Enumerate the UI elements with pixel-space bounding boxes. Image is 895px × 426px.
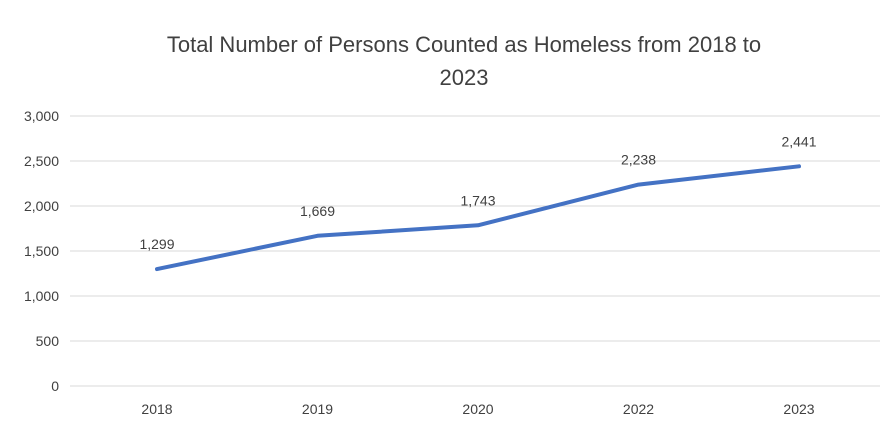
x-tick-label: 2019 — [302, 401, 333, 417]
chart-title-line-1: Total Number of Persons Counted as Homel… — [167, 32, 761, 57]
series-layer — [155, 164, 801, 272]
x-axis-ticks: 2018 2019 2020 2022 2023 — [141, 401, 814, 417]
data-label: 2,238 — [621, 152, 656, 168]
gridlines — [70, 115, 880, 387]
x-tick-label: 2022 — [623, 401, 654, 417]
y-tick-label: 1,000 — [24, 288, 59, 304]
chart-title-line-2: 2023 — [440, 65, 489, 90]
data-label: 1,743 — [460, 192, 495, 208]
y-tick-label: 3,000 — [24, 108, 59, 124]
x-tick-label: 2018 — [141, 401, 172, 417]
series-line-0 — [155, 164, 801, 272]
data-label: 2,441 — [781, 133, 816, 149]
data-labels: 1,299 1,669 1,743 2,238 2,441 — [139, 133, 816, 252]
x-tick-label: 2023 — [783, 401, 814, 417]
data-label: 1,669 — [300, 203, 335, 219]
data-label: 1,299 — [139, 236, 174, 252]
y-tick-label: 0 — [51, 378, 59, 394]
y-tick-label: 2,500 — [24, 153, 59, 169]
y-axis-ticks: 0 500 1,000 1,500 2,000 2,500 3,000 — [24, 108, 59, 394]
y-tick-label: 1,500 — [24, 243, 59, 259]
y-tick-label: 500 — [36, 333, 60, 349]
y-tick-label: 2,000 — [24, 198, 59, 214]
x-tick-label: 2020 — [462, 401, 493, 417]
